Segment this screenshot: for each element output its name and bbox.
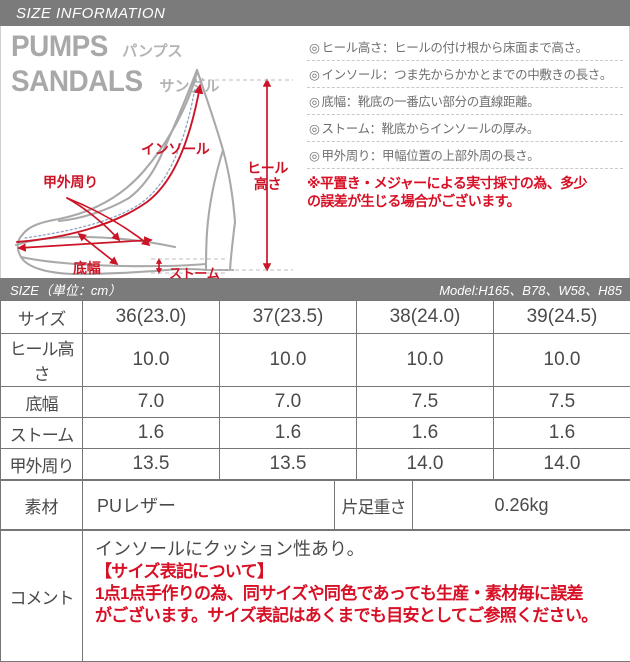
- row-header-sole-width: 底幅: [1, 387, 83, 418]
- comment-red-line-1: 1点1点手作りの為、同サイズや同色であっても生産・素材毎に誤差: [95, 583, 622, 605]
- comment-red-heading: 【サイズ表記について】: [95, 561, 622, 583]
- table-cell: 10.0: [220, 334, 357, 387]
- table-cell: 7.5: [357, 387, 494, 418]
- row-header-size: サイズ: [1, 301, 83, 334]
- table-cell: 10.0: [494, 334, 630, 387]
- table-row: 底幅 7.0 7.0 7.5 7.5: [1, 387, 630, 418]
- note-item: ◎ストーム：靴底からインソールの厚み。: [307, 115, 623, 142]
- table-cell: 10.0: [83, 334, 220, 387]
- comment-table: コメント インソールにクッション性あり。 【サイズ表記について】 1点1点手作り…: [0, 530, 630, 662]
- note-bullet-icon: ◎: [309, 149, 320, 163]
- comment-content: インソールにクッション性あり。 【サイズ表記について】 1点1点手作りの為、同サ…: [83, 531, 630, 662]
- weight-value: 0.26kg: [413, 481, 630, 530]
- table-cell: 1.6: [494, 418, 630, 449]
- comment-line-1: インソールにクッション性あり。: [95, 537, 622, 561]
- note-item: ◎インソール：つま先からかかとまでの中敷きの長さ。: [307, 61, 623, 88]
- note-text: インソール：つま先からかかとまでの中敷きの長さ。: [322, 68, 612, 82]
- label-heel-height-line1: ヒール: [247, 160, 288, 176]
- row-header-storm: ストーム: [1, 418, 83, 449]
- table-cell: 1.6: [357, 418, 494, 449]
- warning-line-1: ※平置き・メジャーによる実寸採寸の為、多少: [307, 175, 587, 191]
- material-table: 素材 PUレザー 片足重さ 0.26kg: [0, 480, 630, 530]
- note-text: ストーム：靴底からインソールの厚み。: [322, 122, 539, 136]
- table-cell: 10.0: [357, 334, 494, 387]
- table-cell: 13.5: [83, 449, 220, 480]
- note-bullet-icon: ◎: [309, 41, 320, 55]
- size-unit-label: SIZE（単位：cm）: [10, 280, 121, 299]
- table-cell: 13.5: [220, 449, 357, 480]
- material-value: PUレザー: [83, 481, 335, 530]
- size-cell: 39(24.5): [494, 301, 630, 334]
- label-heel-height-line2: 高さ: [254, 176, 281, 192]
- comment-red-line-2: がございます。サイズ表記はあくまでも目安としてご参照ください。: [95, 605, 622, 627]
- note-bullet-icon: ◎: [309, 68, 320, 82]
- table-row: ヒール高さ 10.0 10.0 10.0 10.0: [1, 334, 630, 387]
- warning-line-2: の誤差が生じる場合がございます。: [307, 193, 520, 209]
- row-header-weight: 片足重さ: [335, 481, 413, 530]
- size-cell: 36(23.0): [83, 301, 220, 334]
- note-item: ◎ヒール高さ：ヒールの付け根から床面まで高さ。: [307, 34, 623, 61]
- size-cell: 37(23.5): [220, 301, 357, 334]
- note-item: ◎底幅：靴底の一番広い部分の直線距離。: [307, 88, 623, 115]
- table-cell: 14.0: [357, 449, 494, 480]
- row-header-comment: コメント: [1, 531, 83, 662]
- row-header-material: 素材: [1, 481, 83, 530]
- size-table: サイズ 36(23.0) 37(23.5) 38(24.0) 39(24.5) …: [0, 300, 630, 480]
- table-row-size: サイズ 36(23.0) 37(23.5) 38(24.0) 39(24.5): [1, 301, 630, 334]
- table-cell: 1.6: [220, 418, 357, 449]
- label-instep-circumference: 甲外周り: [43, 172, 98, 192]
- table-cell: 7.0: [83, 387, 220, 418]
- model-spec-label: Model:H165、B78、W58、H85: [439, 280, 622, 299]
- note-text: 甲外周り：甲幅位置の上部外周の長さ。: [322, 149, 540, 163]
- row-header-instep: 甲外周り: [1, 449, 83, 480]
- note-item: ◎甲外周り：甲幅位置の上部外周の長さ。: [307, 142, 623, 169]
- measurement-notes-list: ◎ヒール高さ：ヒールの付け根から床面まで高さ。 ◎インソール：つま先からかかとま…: [303, 26, 629, 278]
- table-cell: 7.5: [494, 387, 630, 418]
- table-row: 甲外周り 13.5 13.5 14.0 14.0: [1, 449, 630, 480]
- label-sole-width: 底幅: [73, 258, 100, 278]
- table-row-comment: コメント インソールにクッション性あり。 【サイズ表記について】 1点1点手作り…: [1, 531, 630, 662]
- page-title-bar: SIZE INFORMATION: [0, 0, 630, 26]
- table-cell: 14.0: [494, 449, 630, 480]
- label-storm: ストーム: [169, 263, 219, 282]
- table-row-material: 素材 PUレザー 片足重さ 0.26kg: [1, 481, 630, 530]
- label-heel-height: ヒール 高さ: [247, 160, 288, 192]
- note-bullet-icon: ◎: [309, 122, 320, 136]
- size-unit-bar: SIZE（単位：cm） Model:H165、B78、W58、H85: [0, 278, 630, 300]
- table-row: ストーム 1.6 1.6 1.6 1.6: [1, 418, 630, 449]
- table-cell: 7.0: [220, 387, 357, 418]
- page-title: SIZE INFORMATION: [16, 5, 165, 22]
- label-insole: インソール: [141, 139, 210, 159]
- table-cell: 1.6: [83, 418, 220, 449]
- measurement-warning: ※平置き・メジャーによる実寸採寸の為、多少 の誤差が生じる場合がございます。: [307, 169, 623, 210]
- row-header-heel-height: ヒール高さ: [1, 334, 83, 387]
- note-bullet-icon: ◎: [309, 95, 320, 109]
- size-cell: 38(24.0): [357, 301, 494, 334]
- note-text: 底幅：靴底の一番広い部分の直線距離。: [322, 95, 540, 109]
- note-text: ヒール高さ：ヒールの付け根から床面まで高さ。: [322, 41, 588, 55]
